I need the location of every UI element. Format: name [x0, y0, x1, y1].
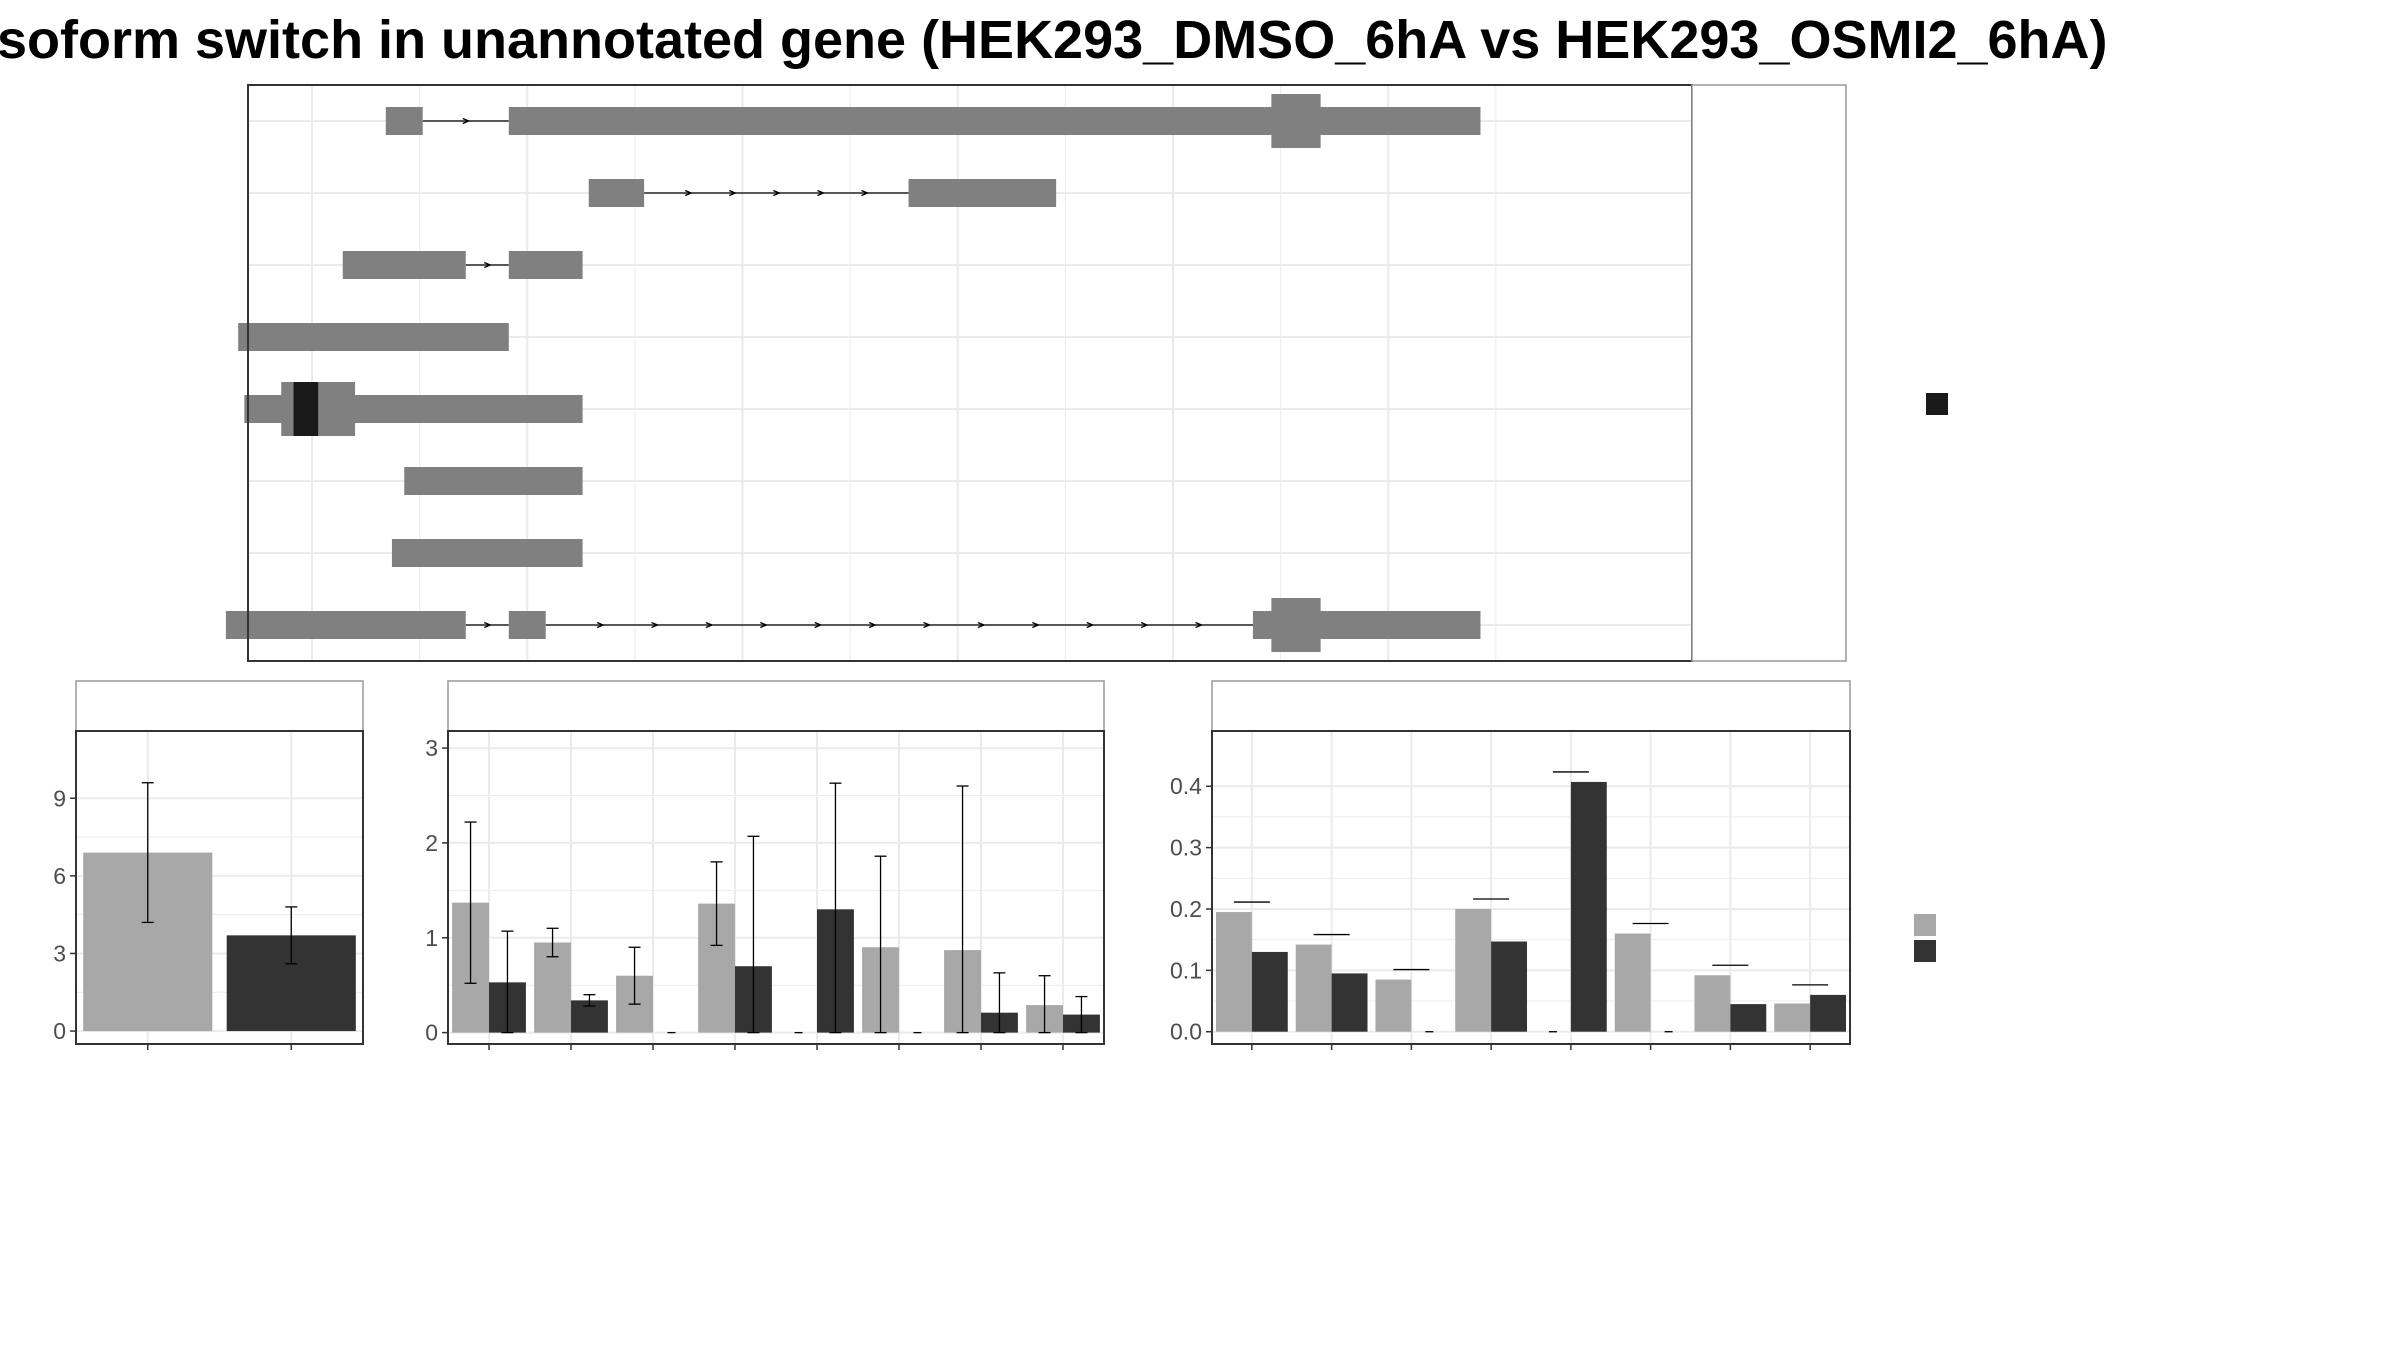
bar	[1491, 941, 1528, 1032]
y-tick-label: 0	[425, 1020, 438, 1046]
intron-arrow	[817, 189, 826, 197]
bar	[534, 942, 571, 1033]
panel-strip	[447, 680, 1105, 732]
intron-arrow	[484, 261, 492, 269]
exon	[225, 611, 466, 639]
y-tick-label: 3	[53, 940, 66, 966]
intron-arrow	[773, 189, 782, 197]
condition-legend-swatch	[1914, 914, 1936, 936]
y-tick-label: 0.1	[1170, 957, 1202, 983]
intron-arrow	[462, 117, 471, 125]
exon	[508, 611, 546, 639]
intron-arrow	[596, 621, 605, 629]
bar	[1774, 1003, 1811, 1032]
legends	[1914, 393, 1948, 962]
y-tick-label: 0.0	[1170, 1019, 1202, 1045]
y-tick-label: 9	[53, 785, 66, 811]
intron-arrow	[705, 621, 714, 629]
bar	[1455, 908, 1492, 1032]
bar	[1810, 994, 1847, 1032]
coding-exon	[1271, 598, 1321, 652]
exon	[508, 251, 583, 279]
coding-exon	[1271, 94, 1321, 148]
intron-arrow	[684, 189, 693, 197]
domain-block	[293, 382, 319, 436]
exon	[391, 539, 583, 567]
structure-panel-background	[248, 85, 1692, 661]
isoform-usage-panel: 0.0 0.1 0.2 0.3 0.4	[1170, 680, 1851, 1050]
panel-strip	[1211, 680, 1851, 732]
exon	[238, 323, 509, 351]
figure-title: Isoform switch in unannotated gene (HEK2…	[0, 10, 2108, 70]
panel-strip	[75, 680, 364, 732]
exon	[908, 179, 1057, 207]
y-tick-label: 0	[53, 1018, 66, 1044]
bar	[1694, 975, 1731, 1032]
bar	[1215, 912, 1252, 1032]
exon	[508, 107, 1481, 135]
y-tick-label: 1	[425, 925, 438, 951]
isoform-expression-panel: 0 1 2 3	[425, 680, 1105, 1050]
bar	[1375, 979, 1412, 1032]
intron-arrow	[923, 621, 932, 629]
panel-border	[447, 730, 1105, 1045]
intron-arrow	[1086, 621, 1095, 629]
structure-strip	[1691, 84, 1847, 662]
intron-arrow	[1032, 621, 1041, 629]
intron-arrow	[729, 189, 737, 197]
intron-arrow	[760, 621, 769, 629]
domain-legend-swatch	[1926, 393, 1948, 415]
intron-arrow	[1195, 621, 1204, 629]
y-tick-label: 2	[425, 830, 438, 856]
y-tick-label: 0.3	[1170, 835, 1202, 861]
exon	[404, 467, 583, 495]
intron-arrow	[814, 621, 823, 629]
intron-arrow	[861, 189, 870, 197]
bar	[1251, 951, 1288, 1032]
y-tick-label: 0.4	[1170, 773, 1202, 799]
bar	[1331, 973, 1368, 1032]
bar	[1730, 1004, 1767, 1032]
bar	[1295, 944, 1332, 1032]
panel-border	[1211, 730, 1851, 1045]
y-tick-label: 6	[53, 863, 66, 889]
bar	[1570, 781, 1607, 1032]
intron-arrow	[651, 621, 660, 629]
exon	[588, 179, 645, 207]
y-tick-label: 0.2	[1170, 896, 1202, 922]
gene-structure-panel	[225, 84, 1847, 662]
intron-arrow	[868, 621, 877, 629]
panel-border	[75, 730, 364, 1045]
y-tick-label: 3	[425, 735, 438, 761]
gene-expression-panel: 0 3 6 9	[53, 680, 364, 1050]
bar	[1614, 933, 1651, 1032]
exon	[342, 251, 466, 279]
intron-arrow	[1140, 621, 1149, 629]
intron-arrow	[977, 621, 986, 629]
intron-arrow	[484, 621, 492, 629]
exon	[385, 107, 423, 135]
condition-legend-swatch	[1914, 940, 1936, 962]
